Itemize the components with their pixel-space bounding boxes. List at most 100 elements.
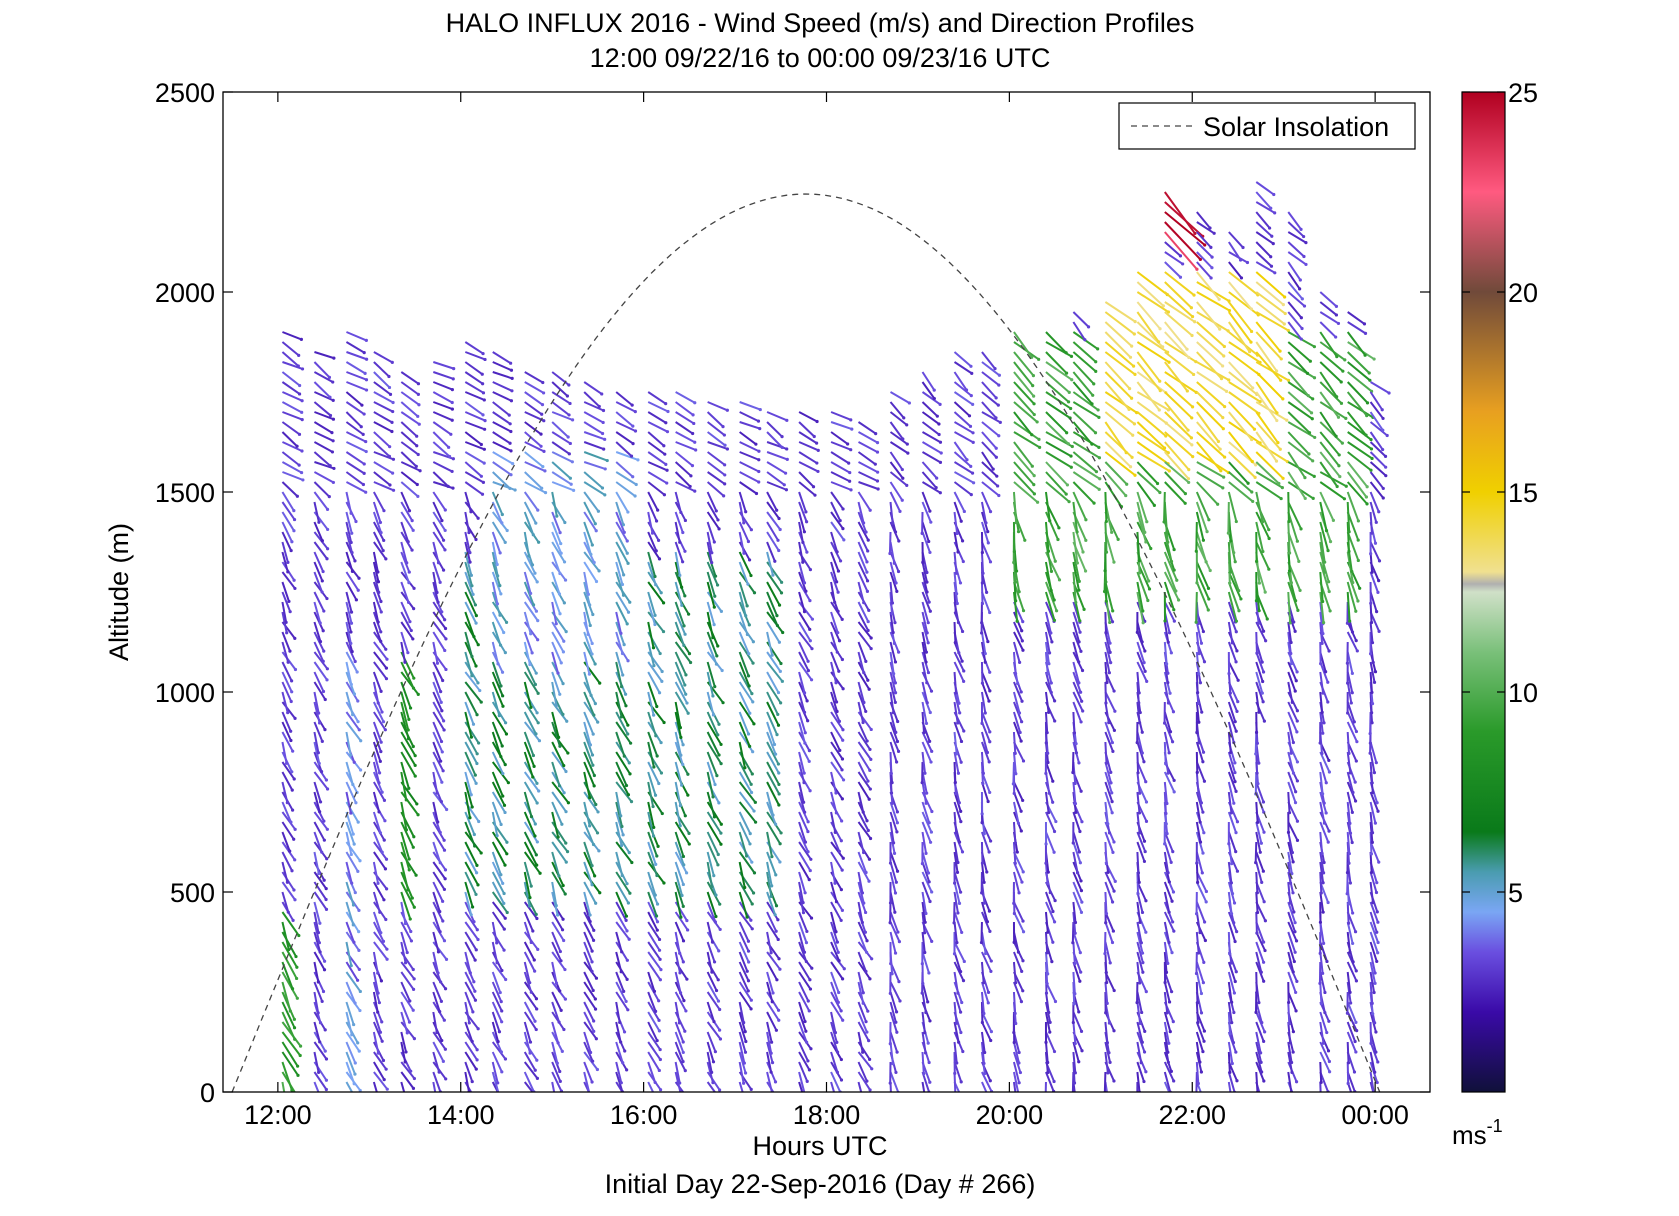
wind-vector	[1072, 841, 1082, 864]
wind-vector-head	[411, 987, 416, 992]
wind-vector	[313, 951, 326, 971]
wind-vector	[980, 501, 987, 524]
wind-vector-head	[586, 592, 591, 596]
wind-vector	[674, 851, 688, 874]
wind-vector	[464, 371, 484, 385]
wind-vector-head	[1108, 650, 1112, 655]
wind-vector-head	[590, 883, 594, 887]
wind-vector-head	[564, 810, 568, 814]
wind-vector-head	[356, 1041, 360, 1045]
wind-vector-head	[1143, 649, 1147, 653]
wind-vector	[400, 441, 419, 456]
wind-vector	[766, 671, 780, 694]
wind-vector-head	[866, 549, 870, 553]
wind-vector	[674, 831, 685, 857]
wind-vector	[314, 391, 334, 402]
wind-vector-head	[834, 900, 839, 904]
wind-vector-head	[657, 1068, 661, 1073]
wind-vector-head	[893, 891, 898, 895]
wind-vector-head	[1107, 831, 1112, 835]
wind-vector	[1195, 971, 1203, 994]
wind-vector	[1136, 941, 1144, 963]
wind-vector-head	[364, 378, 369, 382]
wind-vector-head	[499, 1000, 503, 1004]
wind-vector	[738, 1051, 747, 1074]
wind-vector	[674, 1021, 685, 1043]
wind-vector-head	[809, 1047, 813, 1051]
wind-vector	[1255, 371, 1284, 400]
wind-vector-head	[352, 692, 357, 696]
wind-vector	[523, 1081, 534, 1092]
wind-vector	[281, 861, 289, 883]
wind-vector-head	[658, 957, 662, 961]
wind-vector	[400, 1011, 409, 1034]
wind-vector	[1227, 831, 1237, 852]
wind-vector-head	[868, 836, 873, 841]
wind-vector-head	[1052, 598, 1056, 602]
wind-vector-head	[1016, 950, 1021, 954]
wind-vector-head	[776, 723, 781, 727]
wind-vector	[1227, 671, 1232, 694]
wind-vector	[1013, 401, 1038, 423]
wind-vector	[675, 481, 696, 493]
wind-vector	[857, 811, 870, 831]
wind-vector-head	[742, 521, 746, 525]
wind-vector-head	[469, 913, 473, 917]
wind-vector-head	[1050, 960, 1054, 964]
wind-vector	[647, 741, 655, 768]
wind-vector-head	[984, 951, 988, 956]
wind-vector	[857, 731, 871, 750]
wind-vector-head	[1195, 770, 1199, 774]
wind-vector	[551, 931, 562, 952]
wind-vector	[706, 1051, 713, 1073]
wind-vector-head	[929, 830, 934, 834]
wind-vector	[583, 481, 606, 496]
wind-vector	[830, 721, 844, 741]
wind-vector-head	[557, 592, 562, 596]
wind-vector-head	[713, 920, 718, 924]
wind-vector-head	[650, 531, 655, 535]
wind-vector-head	[864, 1020, 868, 1024]
wind-vector	[953, 751, 960, 774]
wind-vector	[400, 841, 411, 871]
wind-vector-head	[1057, 526, 1061, 530]
wind-vector-head	[285, 631, 289, 635]
wind-vector-head	[1097, 445, 1101, 450]
wind-vector-head	[299, 470, 304, 475]
wind-vector-head	[1072, 1081, 1077, 1085]
wind-vector	[1163, 841, 1173, 863]
wind-vector	[738, 681, 754, 703]
wind-vector-head	[776, 937, 780, 942]
wind-vector	[432, 751, 445, 772]
wind-vector	[1136, 701, 1141, 723]
wind-vector-head	[748, 744, 752, 748]
wind-vector-head	[927, 539, 931, 544]
wind-vector-head	[391, 409, 395, 414]
wind-vector-head	[626, 732, 630, 736]
wind-vector-head	[1012, 940, 1016, 944]
wind-vector-head	[802, 771, 806, 775]
wind-vector-head	[539, 432, 543, 436]
wind-vector-head	[417, 403, 421, 407]
wind-vector	[313, 821, 326, 841]
wind-vector-head	[628, 600, 632, 604]
wind-vector	[281, 971, 299, 999]
wind-vector-head	[1230, 891, 1235, 896]
wind-vector-head	[293, 858, 297, 862]
wind-vector-head	[318, 950, 322, 954]
wind-vector-head	[1255, 771, 1259, 775]
wind-vector-head	[475, 1048, 479, 1052]
wind-vector-head	[930, 809, 934, 814]
wind-vector	[1255, 331, 1282, 360]
wind-vector-head	[774, 904, 779, 908]
wind-vector-head	[1108, 961, 1112, 965]
wind-vector	[647, 991, 657, 1012]
wind-vector-head	[1130, 344, 1134, 348]
wind-vector-head	[711, 795, 715, 799]
wind-vector-head	[349, 964, 353, 968]
wind-vector-head	[289, 548, 293, 553]
wind-vector-head	[438, 861, 442, 865]
wind-vector-head	[1262, 1079, 1266, 1083]
wind-vector	[798, 821, 807, 843]
wind-vector-head	[1261, 700, 1265, 704]
